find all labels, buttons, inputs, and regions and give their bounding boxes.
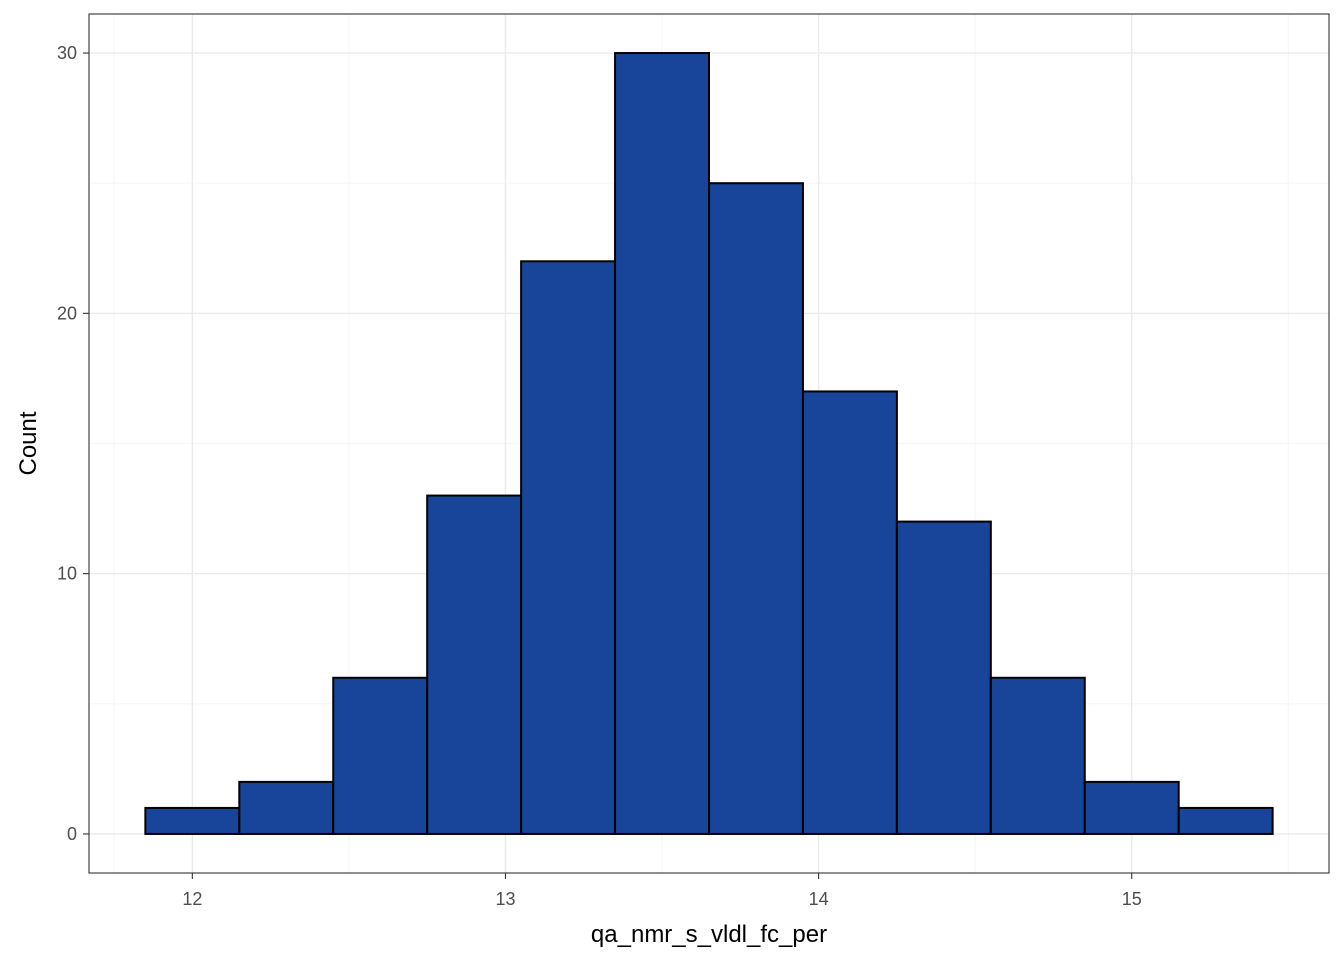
histogram-bar (895, 520, 992, 835)
y-tick-label: 30 (57, 43, 77, 63)
histogram-bar (1083, 780, 1180, 835)
x-tick-label: 12 (182, 889, 202, 909)
histogram-bar (708, 182, 804, 835)
histogram-bar (426, 494, 523, 835)
panel-border (88, 13, 1330, 874)
x-tick-label: 13 (495, 889, 515, 909)
x-axis-ticks: 12 13 14 15 (182, 873, 1142, 909)
y-tick-label: 10 (57, 564, 77, 584)
histogram-bar (238, 780, 335, 835)
histogram-bar (332, 676, 429, 835)
histogram-bar (801, 390, 898, 835)
x-tick-label: 14 (809, 889, 829, 909)
y-tick-label: 20 (57, 303, 77, 323)
y-axis-ticks: 0 10 20 30 (57, 43, 89, 844)
histogram-bars (144, 52, 1274, 835)
histogram-bar (989, 676, 1086, 835)
x-tick-label: 15 (1122, 889, 1142, 909)
y-axis-title: Count (15, 411, 42, 475)
histogram-bar (520, 260, 617, 835)
histogram-bar (1177, 806, 1274, 835)
x-axis-title: qa_nmr_s_vldl_fc_per (591, 921, 827, 948)
y-tick-label: 0 (67, 824, 77, 844)
histogram-bar (614, 52, 710, 835)
histogram-bar (144, 806, 241, 835)
